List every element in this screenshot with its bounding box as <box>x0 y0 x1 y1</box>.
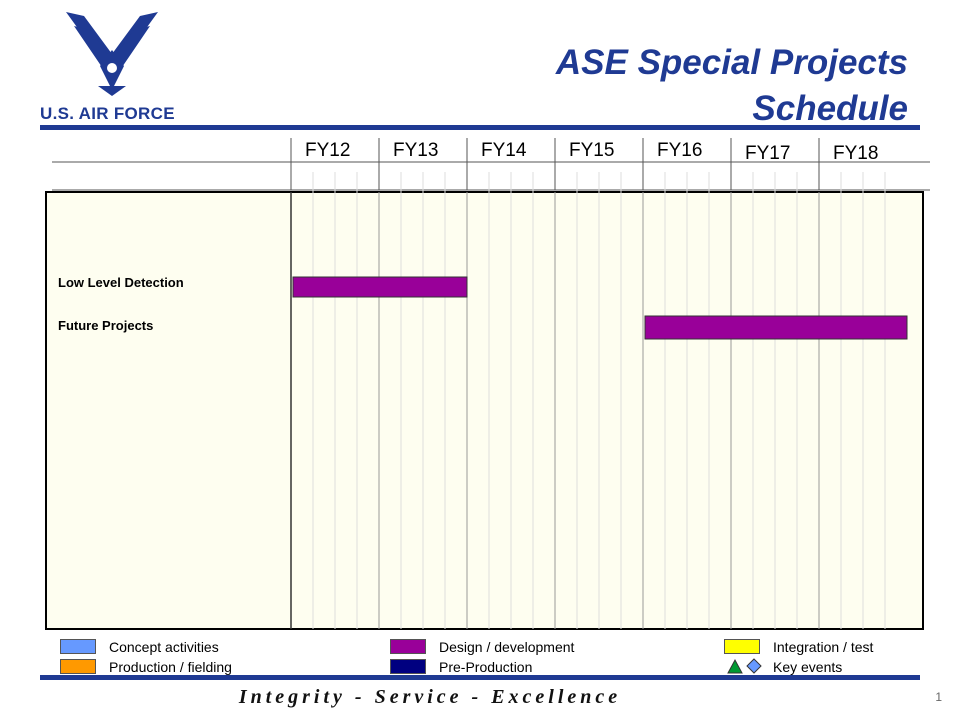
triangle-icon <box>727 658 743 674</box>
schedule-plot <box>45 172 924 630</box>
legend-swatch <box>60 639 96 654</box>
legend-label: Concept activities <box>109 639 219 655</box>
header-grid <box>52 138 930 191</box>
fy-label: FY12 <box>305 140 351 161</box>
page-title: ASE Special Projects Schedule <box>556 40 908 132</box>
legend-label: Design / development <box>439 639 575 655</box>
task-bar <box>644 315 908 340</box>
task-bar <box>292 276 468 298</box>
fy-label: FY14 <box>481 140 527 161</box>
air-force-logo-icon <box>66 12 158 96</box>
diamond-icon <box>746 658 762 674</box>
plot-background <box>45 191 924 630</box>
task-label: Low Level Detection <box>58 275 184 290</box>
legend-label: Pre-Production <box>439 659 533 675</box>
brand-text: U.S. AIR FORCE <box>40 104 175 123</box>
fy-label: FY15 <box>569 140 615 161</box>
key-event-icons <box>727 658 762 674</box>
fy-label: FY17 <box>745 143 791 164</box>
header-rule <box>40 125 920 130</box>
title-line-1: ASE Special Projects <box>555 43 908 82</box>
fy-label: FY13 <box>393 140 439 161</box>
legend-swatch <box>390 639 426 654</box>
fy-label: FY18 <box>833 143 879 164</box>
motto: Integrity - Service - Excellence <box>238 686 622 708</box>
fy-label: FY16 <box>657 140 703 161</box>
legend-swatch <box>60 659 96 674</box>
task-label: Future Projects <box>58 318 154 333</box>
legend-label: Production / fielding <box>109 659 232 675</box>
legend-label: Key events <box>773 659 843 675</box>
legend-swatch <box>724 639 760 654</box>
footer-rule <box>40 675 920 680</box>
page-number: 1 <box>935 690 942 704</box>
legend-swatch <box>390 659 426 674</box>
legend-label: Integration / test <box>773 639 874 655</box>
title-line-2: Schedule <box>752 89 908 128</box>
